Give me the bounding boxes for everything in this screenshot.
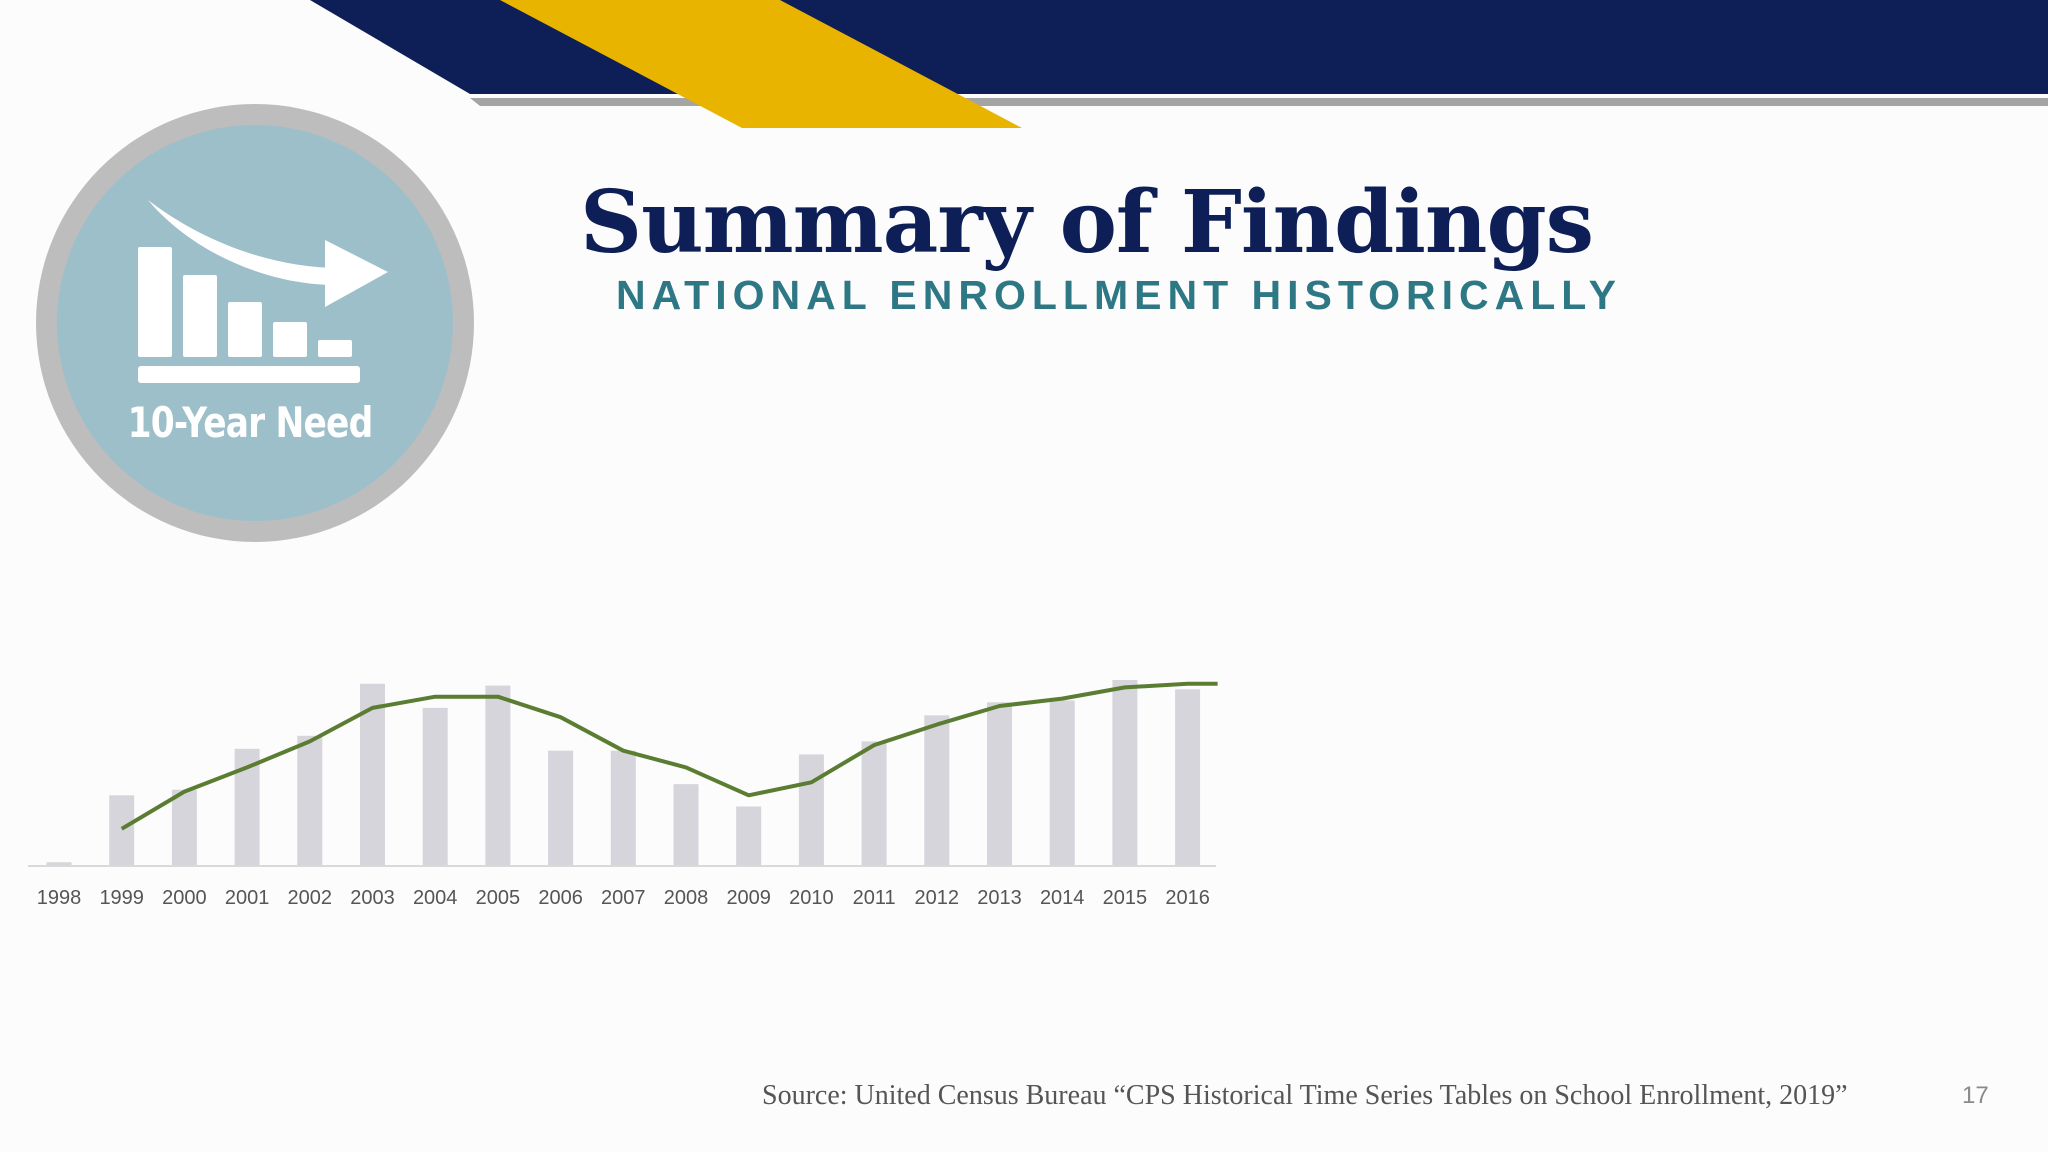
tick-label-2008: 2008 <box>664 887 709 909</box>
tick-label-2005: 2005 <box>476 887 521 909</box>
bar-2013 <box>987 702 1012 866</box>
badge-label: 10-Year Need <box>127 398 374 447</box>
bar-1998 <box>46 862 72 866</box>
page-subtitle: NATIONAL ENROLLMENT HISTORICALLY <box>616 272 1622 318</box>
bar-2005 <box>485 685 511 866</box>
bar-2010 <box>798 754 824 866</box>
tick-label-1999: 1999 <box>99 887 144 909</box>
bar-1999 <box>109 795 135 866</box>
page-title: Summary of Findings <box>580 172 1594 273</box>
tick-label-2001: 2001 <box>225 887 270 909</box>
ten-year-need-badge <box>36 104 474 542</box>
bar-2011 <box>861 741 887 866</box>
bar-2015 <box>1112 680 1138 866</box>
tick-label-2009: 2009 <box>726 887 771 909</box>
tick-label-2010: 2010 <box>789 887 834 909</box>
trend-line <box>120 681 1218 831</box>
bar-2008 <box>673 784 699 866</box>
bar-2014 <box>1049 700 1075 866</box>
tick-label-2015: 2015 <box>1103 887 1148 909</box>
tick-label-1998: 1998 <box>37 887 82 909</box>
bar-2016 <box>1175 689 1201 866</box>
x-axis-tick-labels: 1998 1999 2000 2001 2002 2003 2004 2005 2006 2007… <box>37 887 1210 909</box>
header-banner <box>310 0 2048 128</box>
tick-label-2002: 2002 <box>288 887 333 909</box>
chart-bars <box>46 680 1201 866</box>
banner-gold-stripe <box>500 0 1022 128</box>
tick-label-2006: 2006 <box>538 887 583 909</box>
bar-2000 <box>171 789 197 866</box>
tick-label-2004: 2004 <box>413 887 458 909</box>
page-number: 17 <box>1962 1082 1989 1109</box>
source-note: Source: United Census Bureau “CPS Histor… <box>762 1080 1848 1111</box>
tick-label-2012: 2012 <box>915 887 960 909</box>
bar-2006 <box>548 750 574 866</box>
tick-label-2016: 2016 <box>1165 887 1210 909</box>
declining-bar-chart-arrow-icon <box>138 200 388 383</box>
bar-2009 <box>736 806 762 866</box>
tick-label-2007: 2007 <box>601 887 646 909</box>
bar-2002 <box>297 735 323 866</box>
bar-2004 <box>422 707 448 866</box>
tick-label-2011: 2011 <box>853 887 896 909</box>
tick-label-2013: 2013 <box>977 887 1022 909</box>
tick-label-2003: 2003 <box>350 887 395 909</box>
enrollment-chart: 1998 1999 2000 2001 2002 2003 2004 2005 2006 2007… <box>28 680 1218 909</box>
tick-label-2000: 2000 <box>162 887 207 909</box>
bar-2007 <box>610 750 636 866</box>
tick-label-2014: 2014 <box>1040 887 1085 909</box>
bar-2012 <box>924 715 950 866</box>
